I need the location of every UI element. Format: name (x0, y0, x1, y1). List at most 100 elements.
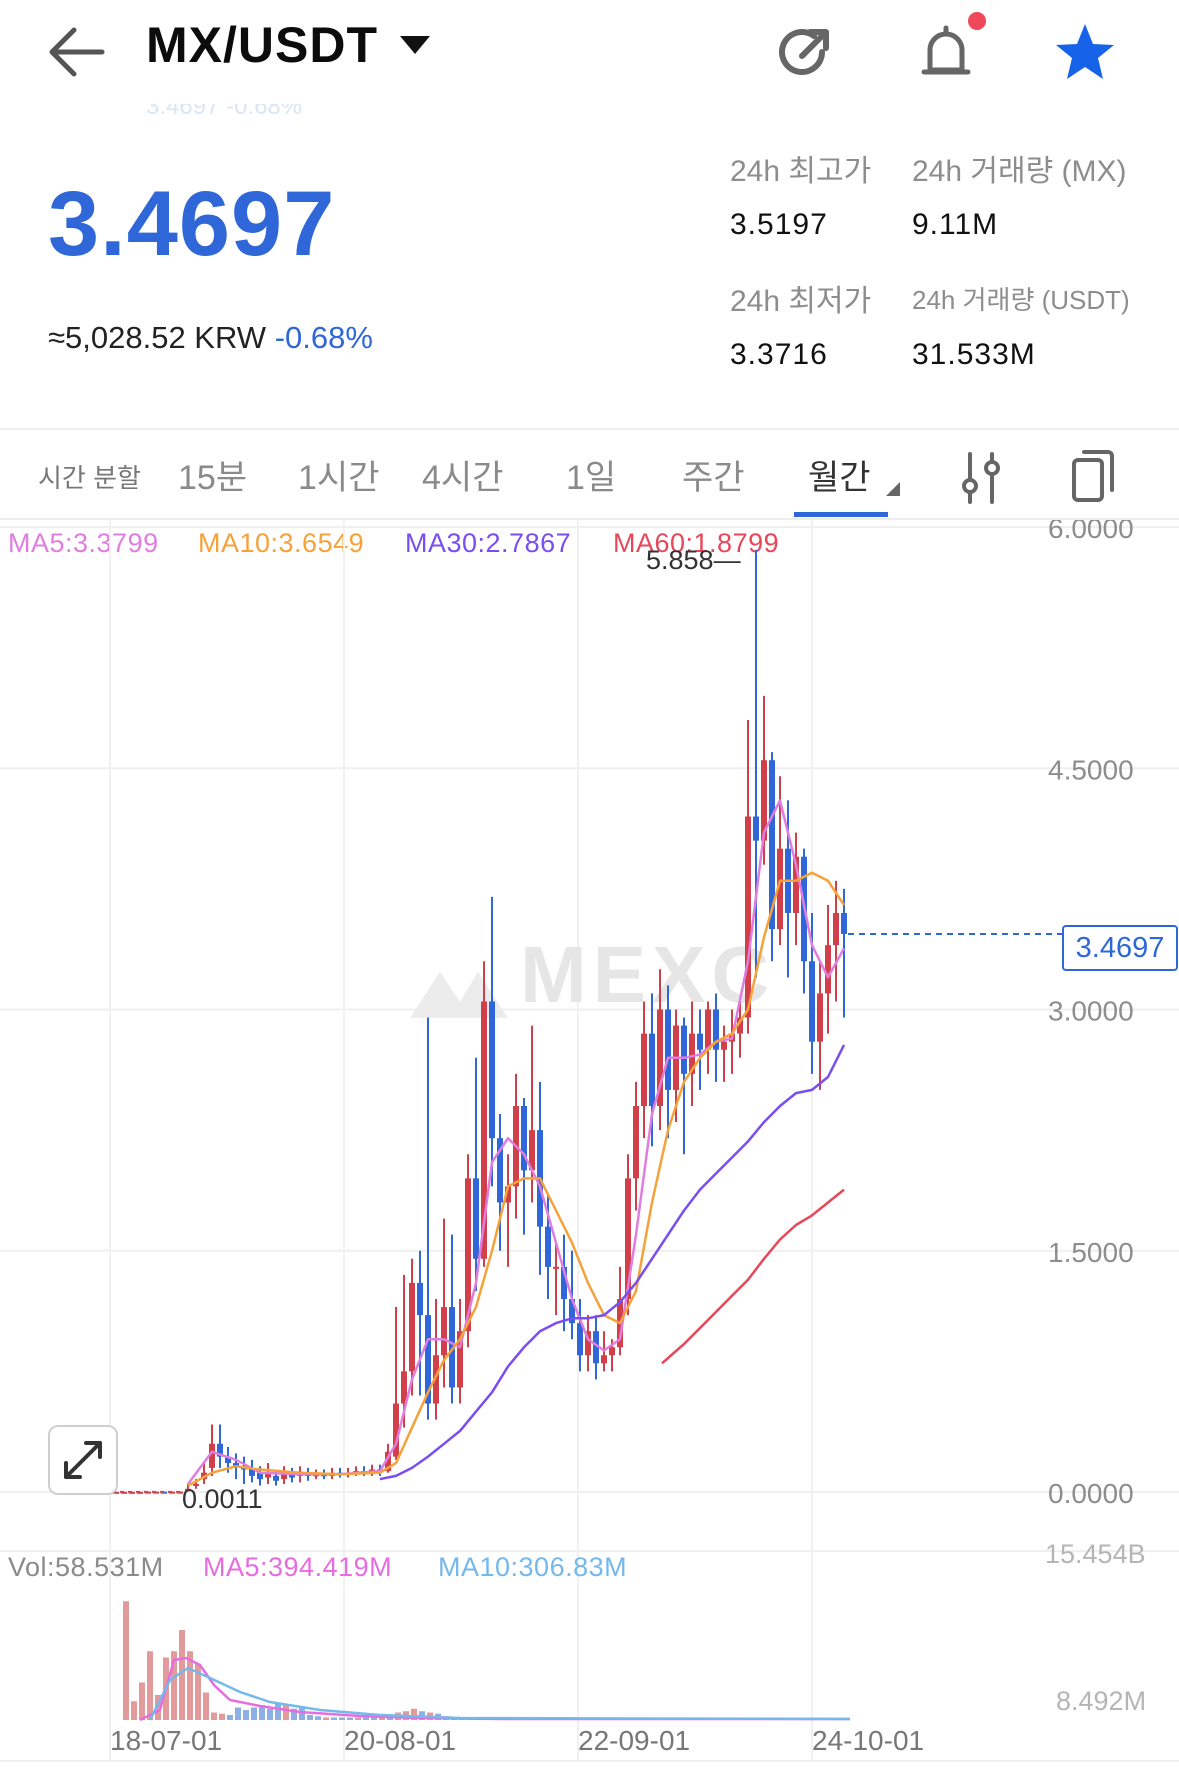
candle-body (649, 1033, 655, 1106)
candle-body (633, 1106, 639, 1179)
tab-time-split[interactable]: 시간 분할 (38, 463, 141, 493)
x-axis-label: 18-07-01 (110, 1725, 222, 1756)
y-axis-label: 3.0000 (1048, 996, 1134, 1027)
chevron-down-icon[interactable] (400, 36, 430, 54)
volume-bar (283, 1705, 289, 1720)
volume-bar (291, 1708, 297, 1720)
candle-body (697, 1033, 703, 1050)
share-button[interactable] (772, 18, 842, 88)
favorite-button[interactable] (1050, 18, 1120, 88)
candle-body (681, 1025, 687, 1074)
tab-15m[interactable]: 15분 (178, 459, 248, 497)
candle-body (233, 1463, 239, 1467)
volume-bar (227, 1715, 233, 1720)
volume-ma5-line (139, 1656, 850, 1722)
candle-body (601, 1355, 607, 1364)
candle-body (385, 1451, 391, 1472)
vol-axis-label: 8.492M (1056, 1686, 1146, 1716)
ma5-line (186, 799, 846, 1485)
volume-bar (243, 1710, 249, 1720)
ghost-ticker: 3.4697 -0.68% (146, 104, 303, 118)
vol-legend: Vol:58.531M (8, 1552, 164, 1582)
volume-bar (363, 1717, 369, 1720)
candle-body (217, 1443, 223, 1457)
candle-body (705, 1009, 711, 1050)
volume-bar (155, 1695, 161, 1720)
candle-body (593, 1331, 599, 1364)
fullscreen-button[interactable] (48, 1425, 118, 1495)
candle-body (585, 1331, 591, 1356)
krw-equivalent: ≈5,028.52 KRW -0.68% (48, 320, 373, 356)
candle-body (273, 1475, 279, 1481)
volume-bar (195, 1663, 201, 1720)
change-percent: -0.68% (274, 320, 373, 355)
high-value: 3.5197 (730, 208, 828, 241)
krw-value: ≈5,028.52 KRW (48, 320, 267, 355)
candle-body (129, 1491, 135, 1494)
volume-bar (259, 1705, 265, 1720)
candle-body (185, 1488, 191, 1491)
ma30-legend: MA30:2.7867 (405, 528, 572, 558)
y-axis-label: 4.5000 (1048, 754, 1134, 785)
candle-body (521, 1106, 527, 1171)
candle-body (641, 1033, 647, 1106)
vol-usdt-label: 24h 거래량 (USDT) (912, 285, 1130, 315)
alert-button[interactable] (912, 12, 986, 88)
candle-body (441, 1307, 447, 1356)
candle-body (553, 1266, 559, 1269)
tab-1d[interactable]: 1일 (566, 459, 617, 497)
candle-body (657, 1009, 663, 1106)
x-axis-label: 24-10-01 (812, 1725, 924, 1756)
high-label: 24h 최고가 (730, 155, 872, 188)
volume-bar (355, 1717, 361, 1720)
candle-body (769, 760, 775, 930)
chart-panel[interactable]: MA5:3.3799 MA10:3.6549 MA30:2.7867 MA60:… (0, 520, 1179, 1791)
candle-body (281, 1474, 287, 1480)
candle-body (777, 848, 783, 930)
low-value: 3.3716 (730, 338, 828, 371)
candle-body (713, 1009, 719, 1050)
candle-body (209, 1443, 215, 1468)
copy-button[interactable] (1068, 446, 1118, 506)
max-price-label: 5.858— (646, 545, 741, 575)
notification-dot (968, 12, 986, 30)
share-arrow-icon (779, 29, 829, 75)
candle-body (113, 1491, 119, 1494)
divider (0, 428, 1179, 430)
candle-body (497, 1138, 503, 1203)
vol-usdt-value: 31.533M (912, 338, 1036, 371)
candle-body (137, 1491, 143, 1494)
back-button[interactable] (44, 22, 114, 82)
top-bar: MX/USDT 3.4697 -0.68% (0, 0, 1179, 118)
candle-body (561, 1266, 567, 1299)
y-axis-label: 6.0000 (1048, 520, 1134, 544)
volume-bar (211, 1712, 217, 1720)
vol-mx-label: 24h 거래량 (MX) (912, 155, 1127, 188)
pair-title[interactable]: MX/USDT (146, 17, 378, 73)
candle-body (577, 1323, 583, 1356)
star-icon (1056, 24, 1114, 79)
candle-body (393, 1403, 399, 1457)
volume-bar (251, 1707, 257, 1720)
interval-tabs: 시간 분할 15분 1시간 4시간 1일 주간 월간 (0, 432, 1179, 518)
candle-body (689, 1033, 695, 1074)
volume-bar (371, 1717, 377, 1720)
volume-bar (315, 1716, 321, 1720)
candle-body (265, 1472, 271, 1478)
tab-weekly[interactable]: 주간 (682, 459, 745, 497)
candle-body (529, 1130, 535, 1171)
tab-4h[interactable]: 4시간 (422, 459, 504, 497)
candle-body (465, 1178, 471, 1332)
volume-bar (411, 1708, 417, 1720)
candle-body (489, 1001, 495, 1139)
tab-monthly[interactable]: 월간 (808, 459, 871, 497)
current-price-tag: 3.4697 (1062, 925, 1178, 971)
candle-body (721, 1041, 727, 1050)
volume-bar (339, 1717, 345, 1720)
volume-bar (123, 1601, 129, 1720)
candle-body (825, 945, 831, 994)
candle-body (809, 961, 815, 1042)
indicator-settings-button[interactable] (956, 450, 1006, 506)
watermark: MEXC (520, 930, 775, 1019)
tab-1h[interactable]: 1시간 (298, 459, 380, 497)
